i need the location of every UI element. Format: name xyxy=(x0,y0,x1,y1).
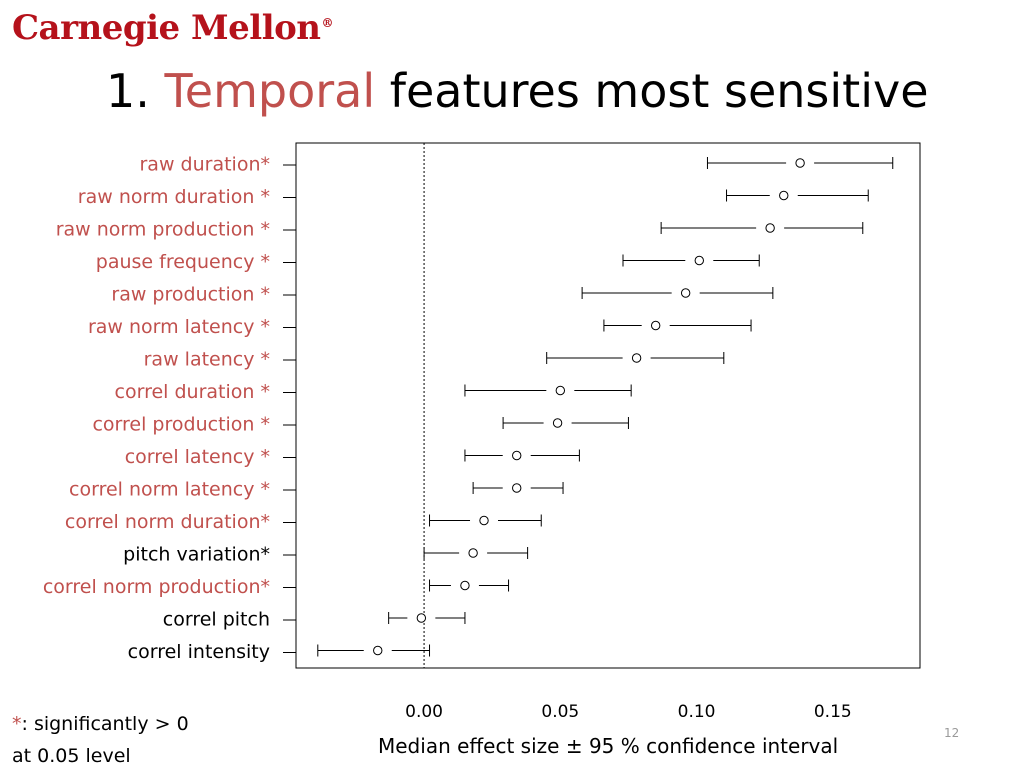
carnegie-mellon-logo: Carnegie Mellon® xyxy=(12,8,333,48)
row-label: correl norm latency * xyxy=(69,479,270,501)
row-label: correl norm production* xyxy=(43,576,270,598)
median-marker xyxy=(795,158,805,168)
median-marker xyxy=(555,385,566,396)
interval-row xyxy=(546,352,725,364)
median-marker xyxy=(552,418,563,428)
title-rest: features most sensitive xyxy=(389,64,929,118)
slide-title: 1. Temporal features most sensitive xyxy=(106,64,929,118)
median-marker xyxy=(416,613,427,623)
interval-row xyxy=(706,157,894,169)
row-label: correl pitch xyxy=(163,609,270,631)
significance-footnote: *: significantly > 0 at 0.05 level xyxy=(12,708,189,772)
logo-registered-mark: ® xyxy=(321,15,334,30)
median-marker xyxy=(512,483,522,493)
interval-row xyxy=(317,644,431,657)
row-label: correl duration * xyxy=(115,381,270,403)
interval-row xyxy=(464,384,632,397)
row-label: raw latency * xyxy=(144,349,270,371)
page-number: 12 xyxy=(944,726,960,740)
row-label: correl production * xyxy=(92,414,270,436)
interval-row xyxy=(581,287,774,299)
median-marker xyxy=(779,190,789,201)
median-marker xyxy=(373,645,383,656)
row-label: raw norm production * xyxy=(56,219,270,241)
row-label: raw norm duration * xyxy=(78,186,270,208)
row-label: raw duration* xyxy=(140,154,271,176)
median-marker xyxy=(765,223,775,233)
footnote-line-1: *: significantly > 0 xyxy=(12,708,189,740)
interval-row xyxy=(388,612,466,624)
title-number: 1. xyxy=(106,64,150,118)
median-marker xyxy=(479,515,489,526)
interval-row xyxy=(622,254,760,267)
interval-row xyxy=(429,579,510,592)
interval-row xyxy=(726,189,869,202)
median-marker xyxy=(694,255,704,266)
row-label: pitch variation* xyxy=(123,544,270,566)
footnote-star: * xyxy=(12,713,22,735)
x-tick-label: 0.15 xyxy=(814,702,852,722)
footnote-text-2: at 0.05 level xyxy=(12,745,131,767)
interval-rows xyxy=(317,157,894,657)
median-marker xyxy=(631,353,642,363)
median-marker xyxy=(512,450,522,461)
row-label: raw norm latency * xyxy=(88,316,270,338)
x-axis-ticks: 0.00 0.05 0.10 0.15 xyxy=(405,702,852,722)
row-label: pause frequency * xyxy=(96,251,270,273)
median-marker xyxy=(680,288,691,298)
interval-row xyxy=(429,514,542,527)
row-label: correl latency * xyxy=(125,446,270,468)
x-tick-label: 0.00 xyxy=(405,702,443,722)
row-tick-marks xyxy=(283,164,296,653)
logo-text: Carnegie Mellon xyxy=(12,8,321,48)
x-tick-label: 0.10 xyxy=(678,702,716,722)
row-labels: raw duration* raw norm duration * raw norm… xyxy=(43,154,270,664)
row-label: correl intensity xyxy=(128,641,270,663)
x-axis-label: Median effect size ± 95 % confidence int… xyxy=(378,734,839,758)
median-marker xyxy=(468,548,478,558)
row-label: raw production * xyxy=(111,284,270,306)
interval-row xyxy=(660,222,864,234)
plot-frame xyxy=(295,142,921,669)
interval-row xyxy=(472,482,564,494)
row-label: correl norm duration* xyxy=(65,511,270,533)
interval-row xyxy=(603,319,752,332)
median-marker xyxy=(460,580,470,591)
interval-row xyxy=(423,547,529,559)
interval-row xyxy=(502,417,629,429)
median-marker xyxy=(650,320,661,331)
footnote-text-1: : significantly > 0 xyxy=(21,713,189,735)
x-tick-label: 0.05 xyxy=(541,702,579,722)
title-highlight: Temporal xyxy=(164,64,376,118)
interval-row xyxy=(464,449,580,462)
